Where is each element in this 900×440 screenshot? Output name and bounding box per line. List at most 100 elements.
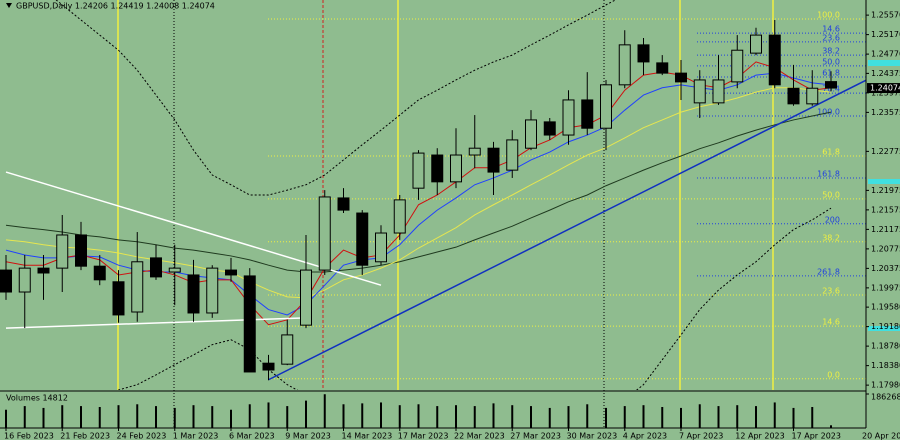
candle-body <box>693 79 706 104</box>
fib-label: 50.0 <box>822 190 840 199</box>
x-tick-label: 4 Apr 2023 <box>623 432 667 440</box>
fib-label: 38.2 <box>822 233 840 242</box>
indicator-line <box>5 72 832 316</box>
candle-body <box>637 44 650 63</box>
chart-header: GBPUSD,Daily 1.24206 1.24419 1.24008 1.2… <box>16 2 215 11</box>
x-tick-label: 1 Mar 2023 <box>173 432 219 440</box>
fib-label: 50.0 <box>822 57 840 66</box>
candle-body <box>525 119 537 149</box>
y-tick-label: 1.25170 <box>871 30 900 39</box>
x-tick-label: 12 Apr 2023 <box>735 432 784 440</box>
indicator-line <box>5 111 832 273</box>
candle-body <box>543 121 556 136</box>
candle-body <box>300 269 312 326</box>
y-tick-label: 1.19975 <box>871 283 900 292</box>
y-tick-label: 1.18780 <box>871 342 900 351</box>
candle-body <box>93 265 106 281</box>
y-tick-label: 1.24375 <box>871 69 900 78</box>
candle-body <box>581 99 594 129</box>
candle-body <box>393 199 406 234</box>
candle-body <box>787 87 800 105</box>
candle-body <box>375 232 387 263</box>
candle-body <box>243 275 256 373</box>
fib-label: 23.6 <box>822 33 840 42</box>
x-tick-label: 7 Apr 2023 <box>679 432 723 440</box>
candle-body <box>150 257 162 278</box>
candle-body <box>468 147 481 156</box>
y-tick-label: 1.22775 <box>871 147 900 156</box>
candle-body <box>206 267 219 314</box>
indicator-line <box>5 87 832 299</box>
candle-body <box>281 334 294 365</box>
fib-label: 161.8 <box>817 169 840 178</box>
trendline <box>5 317 307 329</box>
fib-label: 100.0 <box>817 11 840 20</box>
x-tick-label: 17 Apr 2023 <box>792 432 841 440</box>
candle-body <box>450 154 462 183</box>
price-pane: 100.061.850.038.223.614.60.014.623.638.2… <box>0 0 866 390</box>
x-tick-label: 24 Feb 2023 <box>117 432 167 440</box>
x-tick-label: 6 Mar 2023 <box>229 432 275 440</box>
y-tick-label: 1.20375 <box>871 264 900 273</box>
candle-body <box>318 196 331 271</box>
trendline <box>268 79 866 381</box>
fib-label: 261.8 <box>817 267 840 276</box>
fib-label: 100.0 <box>817 108 840 117</box>
y-tick-label: 1.24770 <box>871 50 900 59</box>
candle-body <box>675 72 687 83</box>
y-tick-label: 1.25570 <box>871 11 900 20</box>
candle-body <box>187 274 200 314</box>
x-tick-label: 21 Feb 2023 <box>60 432 110 440</box>
candle-body <box>731 49 744 83</box>
last-price-label: 1.24074 <box>870 84 900 93</box>
candle-body <box>75 234 87 267</box>
alert-markers <box>868 60 900 331</box>
y-tick-label: 1.19180 <box>871 322 900 331</box>
x-tick-label: 20 Apr 2023 <box>862 432 900 440</box>
x-tick-label: 17 Mar 2023 <box>398 432 449 440</box>
volume-tick-label: 186268 <box>871 393 900 402</box>
fib-label: 38.2 <box>822 47 840 56</box>
candle-body <box>768 34 781 86</box>
candle-body <box>131 261 144 313</box>
fib-label: 14.6 <box>822 25 840 34</box>
last-price-box <box>867 83 900 94</box>
candle-body <box>825 81 837 89</box>
candle-body <box>806 87 819 105</box>
y-tick-label: 1.17980 <box>871 381 900 390</box>
candle-body <box>225 269 237 276</box>
candle-body <box>56 234 69 269</box>
candle-body <box>337 197 350 211</box>
fib-label: 23.6 <box>822 286 840 295</box>
y-tick-label: 1.23575 <box>871 108 900 117</box>
candle-body <box>0 269 12 293</box>
x-tick-label: 9 Mar 2023 <box>285 432 331 440</box>
candle-body <box>37 267 50 274</box>
candle-body <box>262 362 275 371</box>
indicator-line <box>55 0 617 196</box>
y-tick-label: 1.21575 <box>871 205 900 214</box>
x-tick-label: 30 Mar 2023 <box>567 432 618 440</box>
indicator-line <box>5 61 832 326</box>
x-tick-label: 14 Mar 2023 <box>342 432 393 440</box>
candle-body <box>487 147 500 173</box>
fib-label: 61.8 <box>822 148 840 157</box>
y-tick-label: 1.21975 <box>871 186 900 195</box>
candle-body <box>506 139 519 171</box>
candle-body <box>562 99 575 136</box>
x-tick-label: 16 Feb 2023 <box>4 432 54 440</box>
y-tick-label: 1.20775 <box>871 244 900 253</box>
candle-body <box>18 267 31 293</box>
candle-body <box>356 212 369 266</box>
candle-body <box>412 152 425 189</box>
candle-body <box>618 44 631 86</box>
fib-label: 14.6 <box>822 318 840 327</box>
candle-body <box>431 154 444 183</box>
shift-marker <box>6 3 12 8</box>
candle-body <box>168 267 181 273</box>
fib-label: 0.0 <box>827 370 840 379</box>
y-tick-label: 1.21175 <box>871 225 900 234</box>
candle-body <box>750 34 762 54</box>
